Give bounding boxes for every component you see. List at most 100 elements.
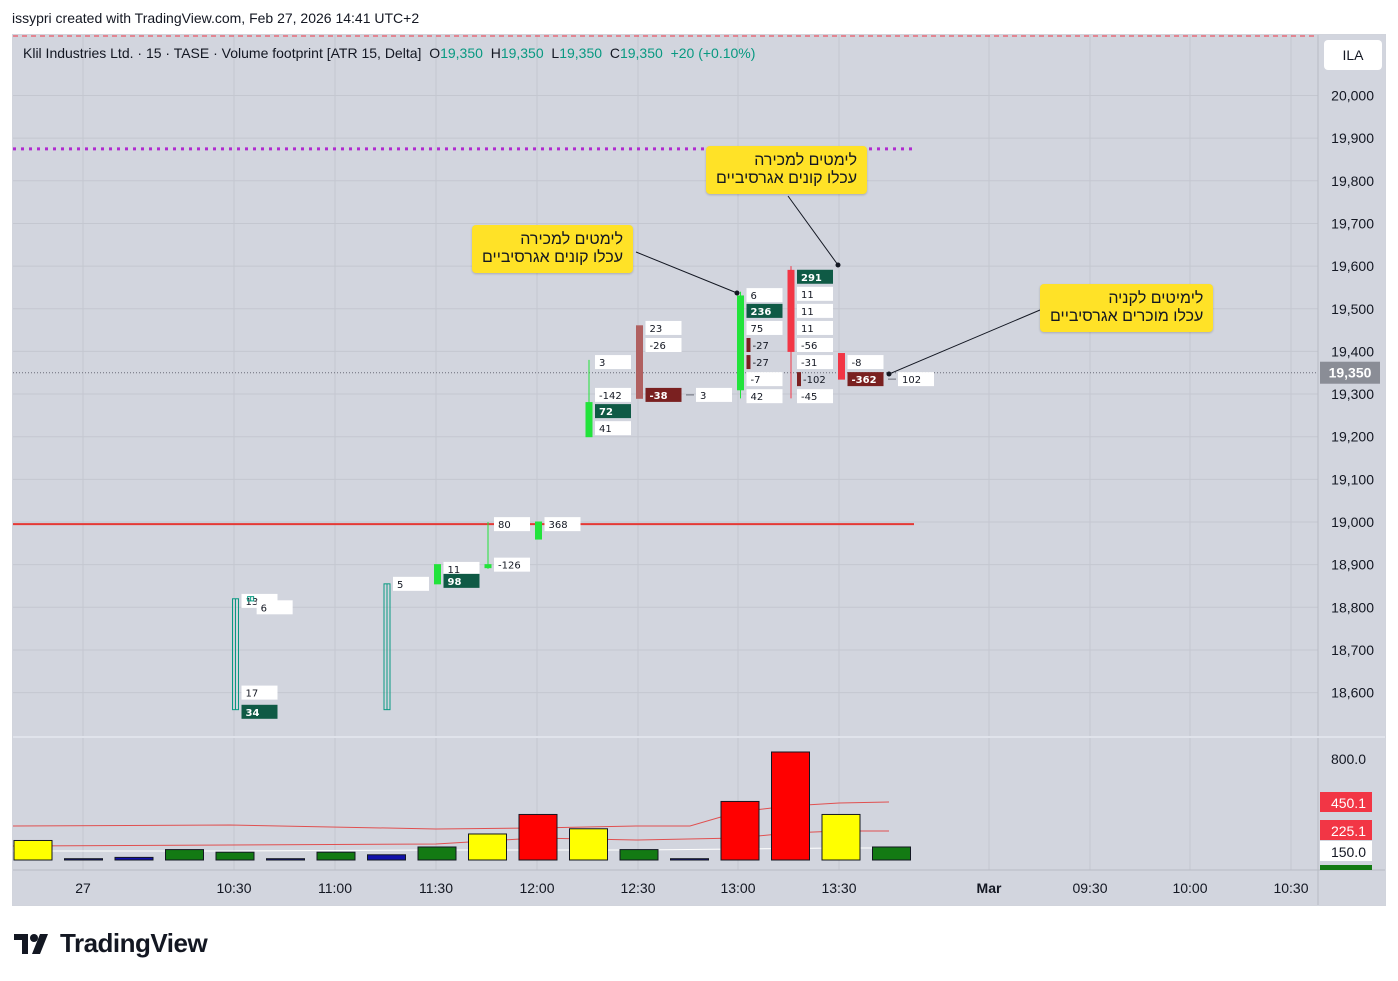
footprint-label: 11 bbox=[801, 324, 814, 335]
footprint-label: 3 bbox=[700, 391, 706, 402]
footprint-label: -362 bbox=[852, 375, 877, 386]
annotation-anchor-dot bbox=[835, 262, 841, 268]
time-tick-label: 12:30 bbox=[620, 880, 655, 896]
currency-button[interactable]: ILA bbox=[1324, 40, 1382, 70]
volume-bar bbox=[771, 751, 810, 861]
tradingview-logo[interactable]: TradingView bbox=[14, 928, 208, 959]
time-tick-label: 27 bbox=[75, 880, 91, 896]
price-tick-label: 18,700 bbox=[1331, 642, 1374, 658]
note-line2: עכלו קונים אגרסיביים bbox=[716, 170, 858, 187]
footprint-box bbox=[696, 387, 732, 402]
footprint-label: -56 bbox=[801, 341, 817, 352]
footprint-label: 6 bbox=[261, 603, 267, 614]
price-tick-label: 19,300 bbox=[1331, 386, 1374, 402]
note-sell-limits-mid[interactable]: לימטים למכירה עכלו קונים אגרסיביים bbox=[472, 225, 634, 273]
price-tick-label: 18,800 bbox=[1331, 599, 1374, 615]
footprint-label: 75 bbox=[751, 324, 764, 335]
candle-body bbox=[636, 325, 643, 399]
footprint-box bbox=[645, 338, 682, 353]
note-buy-limits[interactable]: לימיטים לקניה עכלו מוכרים אגרסיביים bbox=[1040, 284, 1214, 332]
volume-axis-label: 800.0 bbox=[1331, 751, 1366, 767]
candle-body bbox=[247, 596, 255, 602]
annotation-connector bbox=[635, 251, 738, 294]
footprint-label: 102 bbox=[902, 375, 921, 386]
candle-body bbox=[383, 583, 391, 711]
legend-l-label: L bbox=[551, 45, 560, 61]
footprint-box bbox=[645, 387, 682, 402]
symbol-legend: Klil Industries Ltd. · 15 · TASE · Volum… bbox=[23, 45, 755, 61]
volume-bar bbox=[316, 851, 356, 861]
time-tick-label: 11:30 bbox=[419, 880, 453, 896]
footprint-box bbox=[746, 372, 783, 387]
time-tick-label: 13:00 bbox=[720, 880, 755, 896]
time-tick-label: 12:00 bbox=[519, 880, 554, 896]
volume-bar bbox=[165, 849, 204, 861]
note-line1: לימטים למכירה bbox=[754, 152, 858, 169]
candle-body bbox=[535, 521, 542, 540]
footprint-box bbox=[645, 320, 682, 335]
footprint-box bbox=[595, 355, 631, 370]
footprint-label: -45 bbox=[801, 392, 817, 403]
chart-frame bbox=[12, 34, 1386, 906]
footprint-label: 17 bbox=[246, 689, 259, 700]
current-price-label: 19,350 bbox=[1329, 365, 1372, 381]
footprint-label: 80 bbox=[498, 520, 511, 531]
footprint-box bbox=[256, 600, 293, 615]
note-line2: עכלו קונים אגרסיביים bbox=[482, 249, 624, 266]
volume-bar bbox=[266, 858, 305, 861]
footprint-box bbox=[595, 387, 631, 402]
volume-axis-label: 225.1 bbox=[1331, 823, 1366, 839]
footprint-box bbox=[898, 372, 934, 387]
footprint-label: 42 bbox=[751, 392, 764, 403]
footprint-box bbox=[746, 320, 783, 335]
legend-change: +20 (+0.10%) bbox=[670, 45, 756, 61]
annotation-connector bbox=[888, 309, 1041, 375]
candle-body bbox=[484, 564, 492, 569]
footprint-box bbox=[797, 286, 833, 301]
footprint-box bbox=[494, 517, 530, 532]
volume-bar bbox=[619, 849, 659, 861]
footprint-label: 72 bbox=[599, 407, 613, 418]
annotation-anchor-dot bbox=[734, 290, 740, 296]
footprint-label: 11 bbox=[801, 307, 814, 318]
footprint-label: 368 bbox=[549, 520, 568, 531]
footprint-marker bbox=[797, 372, 801, 387]
price-tick-label: 19,600 bbox=[1331, 258, 1374, 274]
footprint-label: 6 bbox=[751, 291, 757, 302]
footprint-box bbox=[494, 557, 530, 572]
footprint-label: 41 bbox=[599, 424, 612, 435]
price-tick-label: 19,100 bbox=[1331, 471, 1374, 487]
volume-bar bbox=[114, 856, 154, 861]
candle-body bbox=[585, 402, 593, 438]
volume-bar bbox=[468, 833, 507, 861]
footprint-box bbox=[241, 685, 278, 700]
time-tick-label: 11:00 bbox=[318, 880, 352, 896]
candle-body bbox=[787, 269, 795, 352]
volume-bar bbox=[720, 800, 760, 861]
footprint-label: -26 bbox=[650, 341, 666, 352]
footprint-box bbox=[595, 421, 631, 436]
volume-bar bbox=[821, 813, 861, 861]
footprint-label: 5 bbox=[397, 580, 403, 591]
footprint-box bbox=[443, 573, 480, 588]
current-price-badge bbox=[1320, 361, 1380, 384]
footprint-marker bbox=[746, 338, 751, 353]
note-line1: לימיטים לקניה bbox=[1108, 290, 1204, 307]
volume-bar bbox=[569, 828, 608, 861]
candle-body bbox=[232, 598, 239, 711]
footprint-label: -126 bbox=[498, 561, 521, 572]
price-tick-label: 19,700 bbox=[1331, 215, 1374, 231]
candle-body bbox=[434, 564, 441, 585]
footprint-label: 98 bbox=[448, 577, 462, 588]
legend-symbol: Klil Industries Ltd. · 15 · TASE · Volum… bbox=[23, 45, 422, 61]
volume-ma-line bbox=[12, 801, 890, 830]
footprint-label: 3 bbox=[599, 358, 605, 369]
volume-bar bbox=[872, 846, 911, 861]
footprint-box bbox=[797, 389, 833, 404]
footprint-box bbox=[797, 355, 833, 370]
volume-bar bbox=[215, 851, 255, 861]
footprint-label: 291 bbox=[801, 273, 822, 284]
price-tick-label: 19,000 bbox=[1331, 514, 1374, 530]
note-sell-limits-top[interactable]: לימטים למכירה עכלו קונים אגרסיביים bbox=[706, 146, 868, 194]
